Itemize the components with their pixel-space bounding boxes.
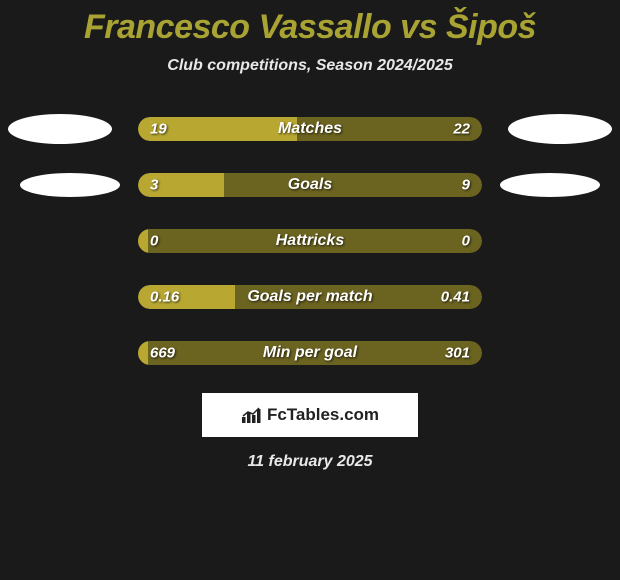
bar-chart-icon [241,406,263,424]
bar-segment-right [224,173,482,197]
brand-logo-inner: FcTables.com [241,405,379,425]
bar-segment-left [138,341,148,365]
stat-bar: 1922Matches [138,117,482,141]
stats-rows: 1922Matches 39Goals 00Hattricks 0.160.41Goa… [0,113,620,369]
bar-segment-right [148,341,482,365]
stat-bar: 00Hattricks [138,229,482,253]
stat-bar: 669301Min per goal [138,341,482,365]
bar-segment-left [138,285,235,309]
page-title: Francesco Vassallo vs Šipoš [0,8,620,47]
comparison-widget: Francesco Vassallo vs Šipoš Club competi… [0,0,620,471]
subtitle: Club competitions, Season 2024/2025 [0,57,620,75]
bar-segment-right [235,285,482,309]
team-logo-right [508,114,612,144]
stat-row: 1922Matches [0,113,620,145]
bar-segment-left [138,229,148,253]
stat-row: 0.160.41Goals per match [0,281,620,313]
stat-row: 39Goals [0,169,620,201]
stat-bar: 0.160.41Goals per match [138,285,482,309]
date-label: 11 february 2025 [0,453,620,471]
stat-bar: 39Goals [138,173,482,197]
team-logo-left [8,114,112,144]
brand-logo[interactable]: FcTables.com [202,393,418,437]
team-logo-left [20,173,120,197]
team-logo-right [500,173,600,197]
brand-text: FcTables.com [267,405,379,425]
stat-row: 00Hattricks [0,225,620,257]
bar-segment-left [138,117,297,141]
bar-segment-left [138,173,224,197]
bar-segment-right [297,117,482,141]
bar-segment-right [148,229,482,253]
stat-row: 669301Min per goal [0,337,620,369]
